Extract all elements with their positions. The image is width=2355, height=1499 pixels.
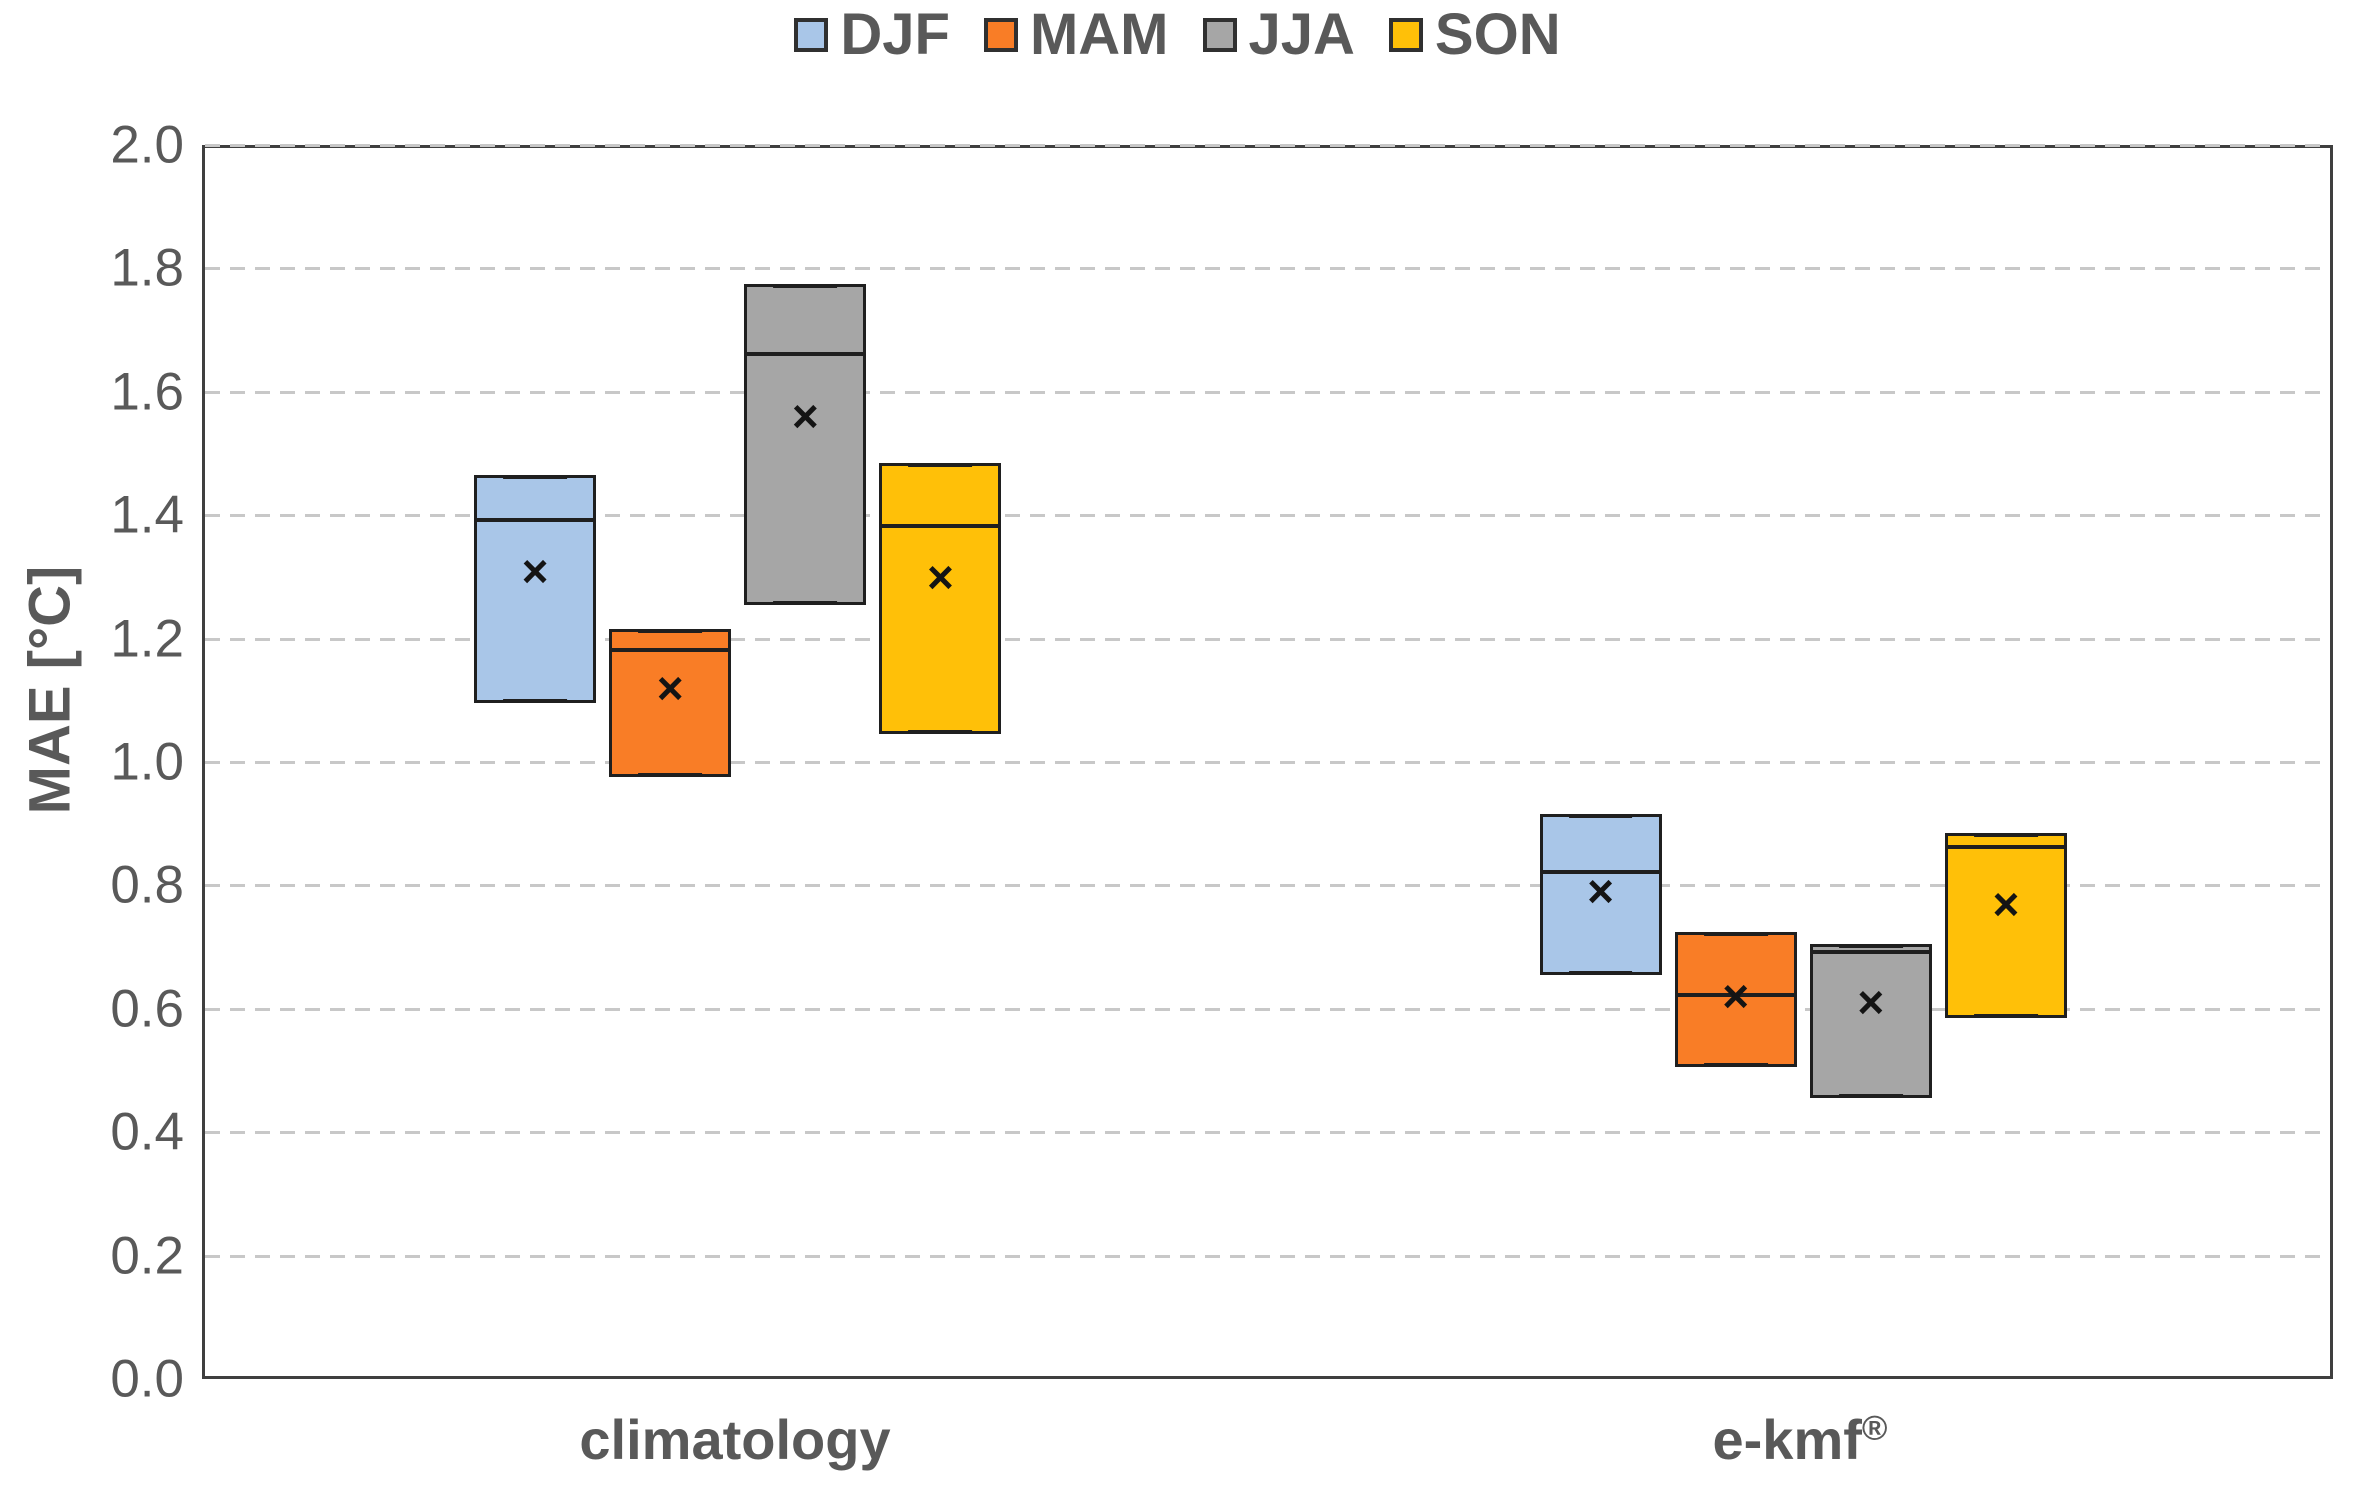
median-line xyxy=(477,518,594,523)
x-category-ekmf-sup: ® xyxy=(1861,1409,1888,1448)
lower-whisker-cap xyxy=(1568,970,1633,974)
lower-whisker-cap xyxy=(908,730,973,734)
legend-label-son: SON xyxy=(1434,2,1561,67)
x-category-ekmf-text: e-kmf xyxy=(1712,1408,1862,1471)
gridline-y-1.6 xyxy=(205,390,2330,394)
mean-marker: × xyxy=(1587,865,1615,918)
y-tick-label-0.8: 0.8 xyxy=(110,855,184,915)
lower-whisker-cap xyxy=(773,600,838,604)
plot-area: × × × × × × × × xyxy=(202,144,2333,1379)
legend-item-jja[interactable]: JJA xyxy=(1202,2,1355,67)
mean-marker: × xyxy=(1857,976,1885,1029)
upper-whisker-cap xyxy=(1568,815,1633,819)
mean-marker: × xyxy=(926,550,954,603)
gridline-y-1.8 xyxy=(205,267,2330,271)
y-tick-label-0.0: 0.0 xyxy=(110,1349,184,1409)
upper-whisker-cap xyxy=(773,284,838,288)
legend-item-djf[interactable]: DJF xyxy=(794,6,950,64)
legend-swatch-djf-icon xyxy=(794,18,829,52)
median-line xyxy=(1677,993,1794,998)
legend-label-djf: DJF xyxy=(840,2,950,67)
median-line xyxy=(1947,845,2064,850)
gridline-y-1.0 xyxy=(205,761,2330,764)
y-tick-label-0.6: 0.6 xyxy=(110,979,184,1039)
lower-whisker-cap xyxy=(1838,1094,1903,1098)
upper-whisker-cap xyxy=(1703,932,1768,936)
gridline-y-0.2 xyxy=(205,1254,2330,1258)
gridline-y-2.0 xyxy=(205,144,2330,147)
x-category-climatology-text: climatology xyxy=(579,1408,891,1471)
box-son-climatology[interactable]: × xyxy=(879,462,1002,735)
legend-swatch-mam-icon xyxy=(983,18,1018,52)
mean-marker: × xyxy=(791,390,819,443)
median-line xyxy=(1542,869,1659,874)
upper-whisker-cap xyxy=(1838,944,1903,948)
box-jja-climatology[interactable]: × xyxy=(744,283,867,605)
y-tick-label-1.8: 1.8 xyxy=(110,238,184,298)
upper-whisker-cap xyxy=(503,476,567,479)
box-djf-ekmf[interactable]: × xyxy=(1539,814,1662,975)
lower-whisker-cap xyxy=(503,699,567,703)
mean-marker: × xyxy=(1992,877,2020,930)
y-axis-title: MAE [°C] xyxy=(17,565,83,815)
y-tick-label-2.0: 2.0 xyxy=(110,115,184,175)
gridline-y-1.4 xyxy=(205,514,2330,518)
legend-label-mam: MAM xyxy=(1029,2,1169,67)
mean-marker: × xyxy=(1722,970,1750,1023)
gridline-y-0.4 xyxy=(205,1131,2330,1135)
mean-marker: × xyxy=(656,661,684,714)
legend-swatch-jja-icon xyxy=(1202,18,1237,52)
legend: DJF MAM JJA SON xyxy=(0,6,2355,64)
x-category-climatology: climatology xyxy=(579,1412,890,1468)
upper-whisker-cap xyxy=(1973,833,2038,837)
box-djf-climatology[interactable]: × xyxy=(474,475,597,704)
median-line xyxy=(1812,950,1929,955)
legend-swatch-son-icon xyxy=(1388,18,1423,52)
legend-label-jja: JJA xyxy=(1248,2,1355,67)
box-mam-ekmf[interactable]: × xyxy=(1674,931,1797,1068)
y-tick-label-1.6: 1.6 xyxy=(110,362,184,422)
box-jja-ekmf[interactable]: × xyxy=(1809,943,1932,1099)
gridline-y-0.8 xyxy=(205,884,2330,888)
y-tick-label-1.4: 1.4 xyxy=(110,485,184,545)
gridline-y-1.2 xyxy=(205,637,2330,641)
x-category-ekmf: e-kmf® xyxy=(1713,1409,1888,1468)
median-line xyxy=(747,351,864,356)
lower-whisker-cap xyxy=(1703,1063,1768,1067)
mean-marker: × xyxy=(521,544,549,597)
y-tick-label-0.4: 0.4 xyxy=(110,1102,184,1162)
box-son-ekmf[interactable]: × xyxy=(1944,832,2067,1018)
y-tick-label-1.2: 1.2 xyxy=(110,609,184,669)
legend-item-son[interactable]: SON xyxy=(1388,2,1561,67)
y-tick-label-0.2: 0.2 xyxy=(110,1226,184,1286)
median-line xyxy=(882,524,999,529)
gridline-y-0.6 xyxy=(205,1007,2330,1011)
box-mam-climatology[interactable]: × xyxy=(609,629,732,778)
upper-whisker-cap xyxy=(908,463,973,467)
y-tick-label-1.0: 1.0 xyxy=(110,732,184,792)
lower-whisker-cap xyxy=(638,773,703,777)
lower-whisker-cap xyxy=(1973,1013,2038,1017)
median-line xyxy=(612,647,729,652)
upper-whisker-cap xyxy=(638,630,703,634)
legend-item-mam[interactable]: MAM xyxy=(983,2,1169,67)
